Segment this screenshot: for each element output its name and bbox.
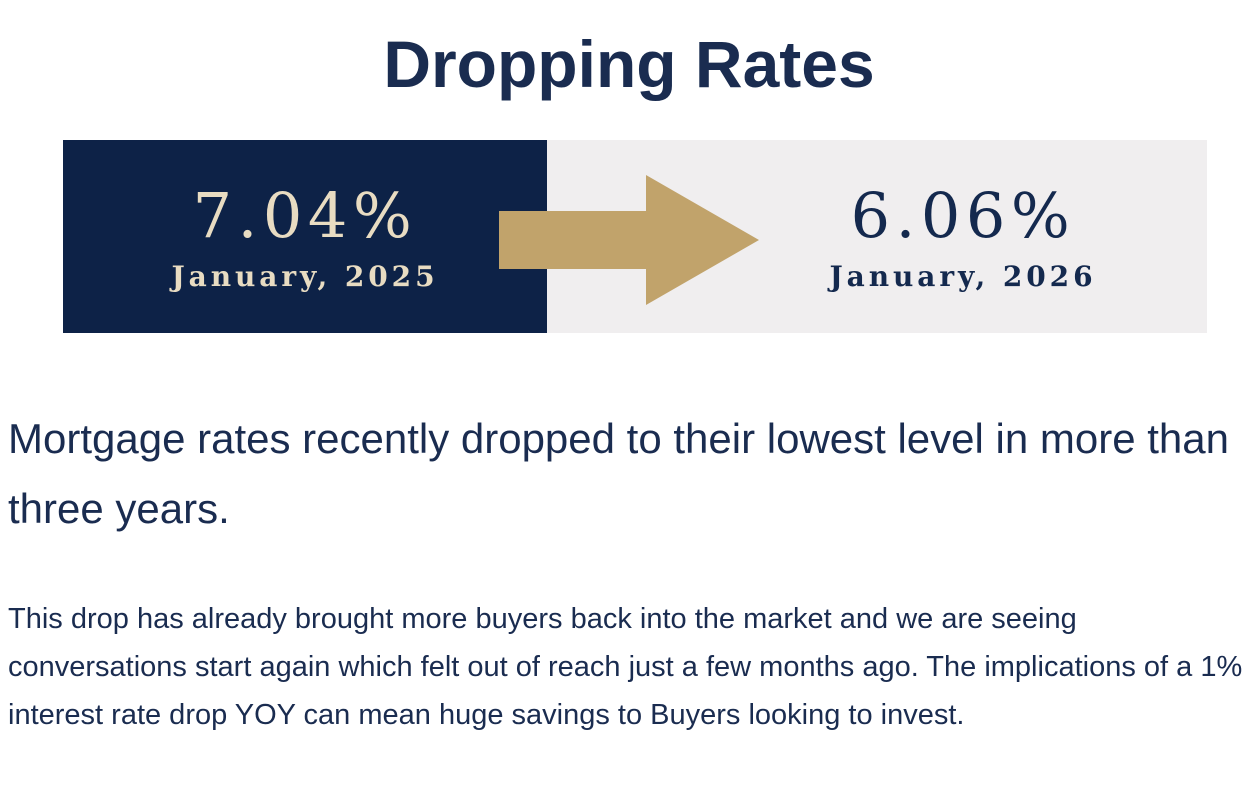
- after-rate-stat: 6.06% January, 2026: [703, 140, 1223, 333]
- before-rate-date: January, 2025: [171, 259, 439, 293]
- before-rate-value: 7.04%: [192, 178, 418, 252]
- headline: Mortgage rates recently dropped to their…: [8, 415, 1229, 532]
- body-paragraph: This drop has already brought more buyer…: [8, 603, 1243, 731]
- after-rate-date: January, 2026: [829, 259, 1097, 293]
- right-arrow-icon: [499, 175, 759, 305]
- rate-comparison-banner: 7.04% January, 2025 6.06% January, 2026: [63, 140, 1207, 333]
- after-rate-value: 6.06%: [850, 178, 1076, 252]
- page-title: Dropping Rates: [383, 27, 875, 101]
- before-rate-box: 7.04% January, 2025: [63, 140, 547, 333]
